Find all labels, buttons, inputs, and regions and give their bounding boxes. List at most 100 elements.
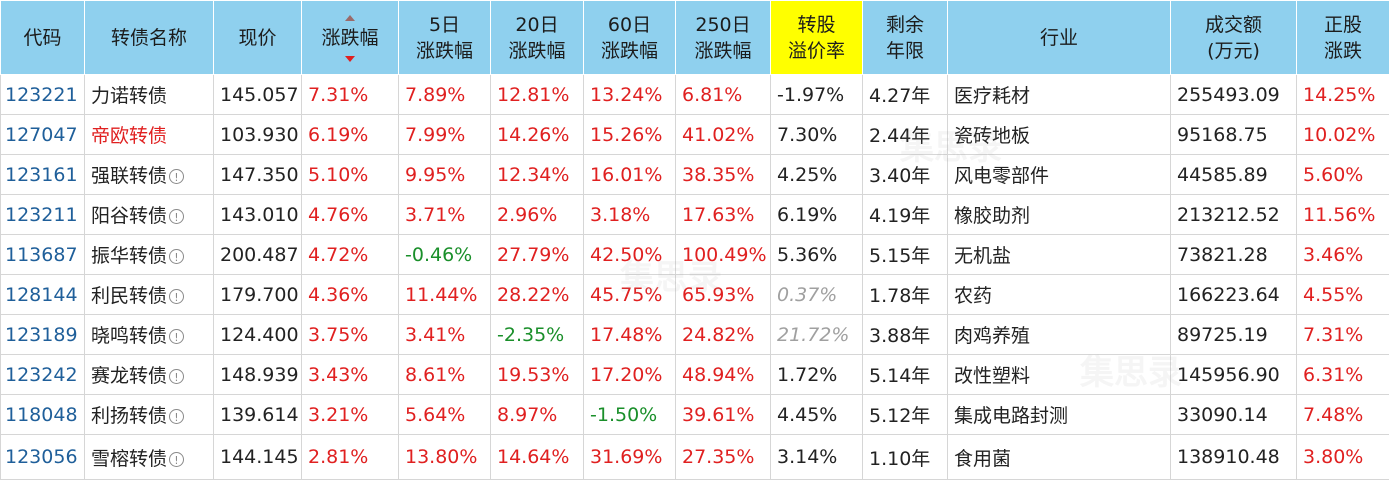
industry-value: 食用菌	[954, 447, 1012, 470]
col-header-name[interactable]: 转债名称	[84, 0, 214, 75]
cell-premium: 7.30%	[770, 114, 863, 155]
code-value: 123221	[5, 83, 78, 106]
cell-name[interactable]: 振华转债!	[84, 234, 214, 275]
col-header-price[interactable]: 现价	[213, 0, 302, 75]
chg60-value: 17.48%	[590, 323, 663, 346]
cell-name[interactable]: 强联转债!	[84, 154, 214, 195]
cell-name[interactable]: 晓鸣转债!	[84, 314, 214, 355]
cell-code[interactable]: 123242	[0, 354, 85, 395]
table-row[interactable]: 123221 力诺转债 145.057 7.31% 7.89% 12.81% 13.24% 6…	[0, 74, 1389, 115]
name-value: 利民转债	[91, 285, 168, 307]
cell-chg20: 14.26%	[490, 114, 584, 155]
cell-price: 124.400	[213, 314, 302, 355]
cell-industry: 集成电路封测	[947, 394, 1171, 435]
cell-remain: 1.10年	[862, 434, 948, 480]
chg250-value: 17.63%	[682, 203, 755, 226]
cell-name[interactable]: 帝欧转债	[84, 114, 214, 155]
price-value: 145.057	[220, 83, 299, 106]
col-header-code[interactable]: 代码	[0, 0, 85, 75]
cell-code[interactable]: 123056	[0, 434, 85, 480]
table-row[interactable]: 128144 利民转债! 179.700 4.36% 11.44% 28.22% 45.75…	[0, 274, 1389, 315]
cell-industry: 风电零部件	[947, 154, 1171, 195]
cell-code[interactable]: 118048	[0, 394, 85, 435]
table-row[interactable]: 123211 阳谷转债! 143.010 4.76% 3.71% 2.96% 3.18% 17…	[0, 194, 1389, 235]
cell-code[interactable]: 127047	[0, 114, 85, 155]
col-header-industry[interactable]: 行业	[947, 0, 1171, 75]
col-header-chg20[interactable]: 20日 涨跌幅	[490, 0, 584, 75]
info-icon[interactable]: !	[169, 451, 185, 467]
cell-code[interactable]: 123221	[0, 74, 85, 115]
col-header-volume[interactable]: 成交额 (万元)	[1170, 0, 1297, 75]
cell-chg5: 13.80%	[398, 434, 491, 480]
cell-price: 139.614	[213, 394, 302, 435]
cell-name[interactable]: 赛龙转债!	[84, 354, 214, 395]
info-icon[interactable]: !	[169, 169, 185, 184]
table-row[interactable]: 123242 赛龙转债! 148.939 3.43% 8.61% 19.53% 17.20%…	[0, 354, 1389, 395]
col-header-premium[interactable]: 转股 溢价率	[770, 0, 863, 75]
info-icon[interactable]: !	[169, 369, 185, 384]
cell-stock: 6.31%	[1296, 354, 1389, 395]
cell-name[interactable]: 阳谷转债!	[84, 194, 214, 235]
info-icon[interactable]: !	[169, 329, 185, 344]
chg250-value: 24.82%	[682, 323, 755, 346]
cell-chg5: 3.71%	[398, 194, 491, 235]
cell-chg20: -2.35%	[490, 314, 584, 355]
volume-value: 166223.64	[1177, 283, 1280, 306]
cell-change: 5.10%	[301, 154, 399, 195]
chg20-value: 19.53%	[497, 363, 570, 386]
table-row[interactable]: 123161 强联转债! 147.350 5.10% 9.95% 12.34% 16.01%…	[0, 154, 1389, 195]
info-icon[interactable]: !	[169, 209, 185, 224]
table-header-row: 代码 转债名称 现价 涨跌幅 5日 涨跌幅 20日 涨跌幅 60日 涨跌幅 250日涨…	[0, 0, 1389, 75]
volume-value: 145956.90	[1177, 363, 1280, 386]
chg60-value: 13.24%	[590, 83, 663, 106]
col-header-stock-change[interactable]: 正股 涨跌	[1296, 0, 1389, 75]
cell-code[interactable]: 123211	[0, 194, 85, 235]
chg5-value: 8.61%	[405, 363, 466, 386]
cell-name[interactable]: 利扬转债!	[84, 394, 214, 435]
cell-remain: 1.78年	[862, 274, 948, 315]
cell-remain: 4.27年	[862, 74, 948, 115]
cell-volume: 33090.14	[1170, 394, 1297, 435]
col-header-chg60[interactable]: 60日 涨跌幅	[583, 0, 676, 75]
chg5-value: 11.44%	[405, 283, 478, 306]
volume-value: 213212.52	[1177, 203, 1280, 226]
remain-value: 2.44年	[869, 125, 931, 147]
premium-value: -1.97%	[777, 83, 845, 106]
table-row[interactable]: 123056 雪榕转债! 144.145 2.81% 13.80% 14.64% 31.69…	[0, 434, 1389, 480]
col-header-chg5[interactable]: 5日 涨跌幅	[398, 0, 491, 75]
cell-code[interactable]: 113687	[0, 234, 85, 275]
price-value: 148.939	[220, 363, 299, 386]
col-header-remain[interactable]: 剩余 年限	[862, 0, 948, 75]
cell-chg250: 27.35%	[675, 434, 771, 480]
col-header-chg250[interactable]: 250日 涨跌幅	[675, 0, 771, 75]
industry-value: 风电零部件	[954, 165, 1050, 187]
price-value: 179.700	[220, 283, 299, 306]
cell-chg5: 9.95%	[398, 154, 491, 195]
table-row[interactable]: 113687 振华转债! 200.487 4.72% -0.46% 27.79% 42.50…	[0, 234, 1389, 275]
cell-code[interactable]: 128144	[0, 274, 85, 315]
info-icon[interactable]: !	[169, 249, 185, 264]
name-value: 利扬转债	[91, 405, 168, 427]
col-header-change[interactable]: 涨跌幅	[301, 0, 399, 75]
cell-chg250: 38.35%	[675, 154, 771, 195]
cell-name[interactable]: 力诺转债	[84, 74, 214, 115]
table-row[interactable]: 127047 帝欧转债 103.930 6.19% 7.99% 14.26% 15.26% 4…	[0, 114, 1389, 155]
cell-name[interactable]: 雪榕转债!	[84, 434, 214, 480]
cell-code[interactable]: 123189	[0, 314, 85, 355]
remain-value: 3.40年	[869, 165, 931, 187]
change-value: 4.76%	[308, 203, 369, 226]
cell-chg5: 11.44%	[398, 274, 491, 315]
price-value: 147.350	[220, 163, 299, 186]
cell-volume: 145956.90	[1170, 354, 1297, 395]
cell-chg60: -1.50%	[583, 394, 676, 435]
info-icon[interactable]: !	[169, 409, 185, 424]
cell-name[interactable]: 利民转债!	[84, 274, 214, 315]
table-row[interactable]: 123189 晓鸣转债! 124.400 3.75% 3.41% -2.35% 17.48%…	[0, 314, 1389, 355]
cell-chg20: 12.34%	[490, 154, 584, 195]
info-icon[interactable]: !	[169, 289, 185, 304]
table-row[interactable]: 118048 利扬转债! 139.614 3.21% 5.64% 8.97% -1.50% 3…	[0, 394, 1389, 435]
cell-code[interactable]: 123161	[0, 154, 85, 195]
code-value: 127047	[5, 123, 78, 146]
cell-chg60: 3.18%	[583, 194, 676, 235]
